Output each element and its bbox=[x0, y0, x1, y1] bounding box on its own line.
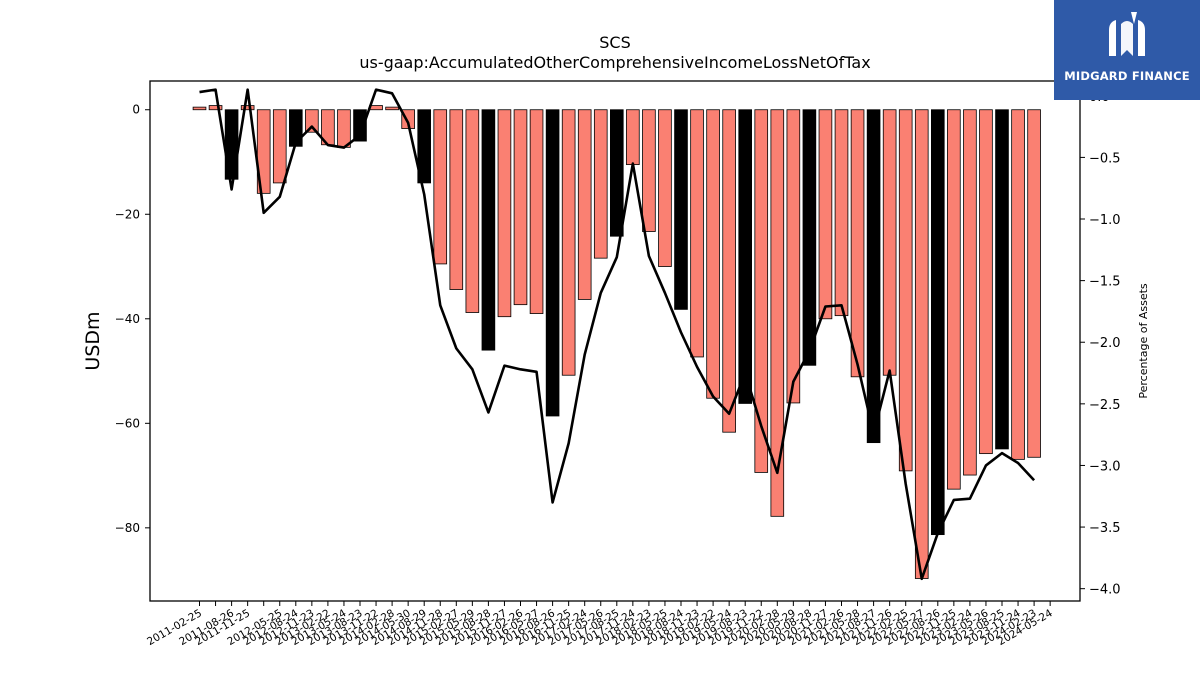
y2-axis: 0.0−0.5−1.0−1.5−2.0−2.5−3.0−3.5−4.0 bbox=[1080, 90, 1121, 598]
bar-group bbox=[192, 105, 1041, 579]
bar-2021-11-26 bbox=[882, 109, 897, 376]
bar-2011-02-25 bbox=[192, 106, 207, 111]
x-axis: 2011-02-252011-08-262011-11-252012-05-25… bbox=[145, 601, 1055, 648]
bar-2022-02-25 bbox=[898, 109, 913, 472]
y2-tick-label: −0.5 bbox=[1089, 151, 1121, 166]
bar-2020-05-29 bbox=[786, 109, 801, 404]
bar-2015-08-28 bbox=[481, 109, 496, 351]
y2-tick-label: −1.5 bbox=[1089, 275, 1121, 290]
bar-2016-08-26 bbox=[545, 109, 560, 417]
bar-2020-08-28 bbox=[802, 109, 817, 366]
y2-tick-label: −3.5 bbox=[1089, 521, 1121, 536]
bar-2018-11-23 bbox=[690, 109, 704, 358]
chart-subtitle: us-gaap:AccumulatedOtherComprehensiveInc… bbox=[359, 53, 870, 72]
bar-2023-08-25 bbox=[995, 109, 1009, 450]
bar-2017-11-24 bbox=[626, 109, 640, 166]
line-group bbox=[199, 88, 1036, 581]
y-tick-label: −60 bbox=[115, 416, 140, 430]
bar-2013-05-24 bbox=[337, 109, 351, 148]
y-tick-label: −20 bbox=[115, 207, 140, 221]
series-line-percentage-of-assets bbox=[199, 88, 1036, 581]
bar-2012-05-25 bbox=[272, 109, 287, 184]
bar-2013-08-23 bbox=[353, 109, 367, 142]
bar-2024-02-23 bbox=[1027, 109, 1041, 458]
bar-2019-02-22 bbox=[706, 109, 720, 399]
bar-2019-05-24 bbox=[722, 109, 736, 433]
bar-2014-08-29 bbox=[417, 109, 431, 184]
logo: MIDGARD FINANCE bbox=[1054, 0, 1200, 100]
bar-2023-02-24 bbox=[963, 109, 977, 476]
y2-axis-label: Percentage of Assets bbox=[1137, 283, 1150, 399]
bar-2020-02-28 bbox=[770, 109, 785, 517]
bar-2016-05-27 bbox=[529, 109, 544, 314]
bar-2015-02-27 bbox=[449, 109, 464, 290]
bar-2012-02-24 bbox=[256, 109, 271, 194]
y-tick-label: 0 bbox=[132, 103, 140, 117]
bar-2012-11-23 bbox=[305, 109, 319, 133]
y-tick-label: −80 bbox=[115, 521, 140, 535]
bar-2011-05-27 bbox=[208, 105, 223, 111]
y2-tick-label: −2.0 bbox=[1089, 336, 1121, 351]
bar-2016-02-26 bbox=[513, 109, 528, 306]
bar-2015-05-29 bbox=[465, 109, 480, 313]
bar-2022-11-25 bbox=[947, 109, 961, 490]
bar-2021-02-26 bbox=[834, 109, 849, 317]
y2-tick-label: −3.0 bbox=[1089, 459, 1121, 474]
bar-2019-08-23 bbox=[738, 109, 752, 404]
y2-tick-label: −1.0 bbox=[1089, 213, 1121, 228]
bar-2017-05-26 bbox=[593, 109, 608, 259]
bar-2017-08-25 bbox=[610, 109, 624, 237]
bar-2021-08-27 bbox=[866, 109, 881, 444]
y2-tick-label: −4.0 bbox=[1089, 583, 1121, 598]
bar-2018-02-23 bbox=[642, 109, 656, 232]
bar-2016-11-25 bbox=[561, 109, 576, 376]
y-tick-label: −40 bbox=[115, 312, 140, 326]
midgard-logo-icon bbox=[1109, 12, 1145, 56]
bar-2021-05-28 bbox=[850, 109, 865, 378]
bar-2022-05-27 bbox=[914, 109, 929, 579]
bar-2011-11-25 bbox=[240, 105, 255, 111]
y-axis: 0 −20 −40 −60 −80 bbox=[115, 103, 150, 535]
y-axis-label: USDm bbox=[82, 311, 104, 370]
bar-2018-08-24 bbox=[674, 109, 688, 310]
bar-2023-05-26 bbox=[979, 109, 993, 455]
bar-2019-11-22 bbox=[754, 109, 769, 473]
bar-2018-05-25 bbox=[658, 109, 672, 267]
bar-2014-02-28 bbox=[385, 106, 399, 111]
bar-2020-11-27 bbox=[818, 109, 833, 320]
plot-frame bbox=[149, 80, 1081, 602]
bar-2017-02-24 bbox=[577, 109, 592, 300]
y2-tick-label: −2.5 bbox=[1089, 398, 1121, 413]
bar-2023-11-24 bbox=[1011, 109, 1025, 460]
logo-text: MIDGARD FINANCE bbox=[1064, 69, 1190, 83]
bar-2015-11-27 bbox=[497, 109, 512, 318]
bar-2014-11-28 bbox=[433, 109, 448, 265]
bar-2022-08-26 bbox=[931, 109, 945, 536]
chart-title: SCS bbox=[599, 33, 630, 52]
